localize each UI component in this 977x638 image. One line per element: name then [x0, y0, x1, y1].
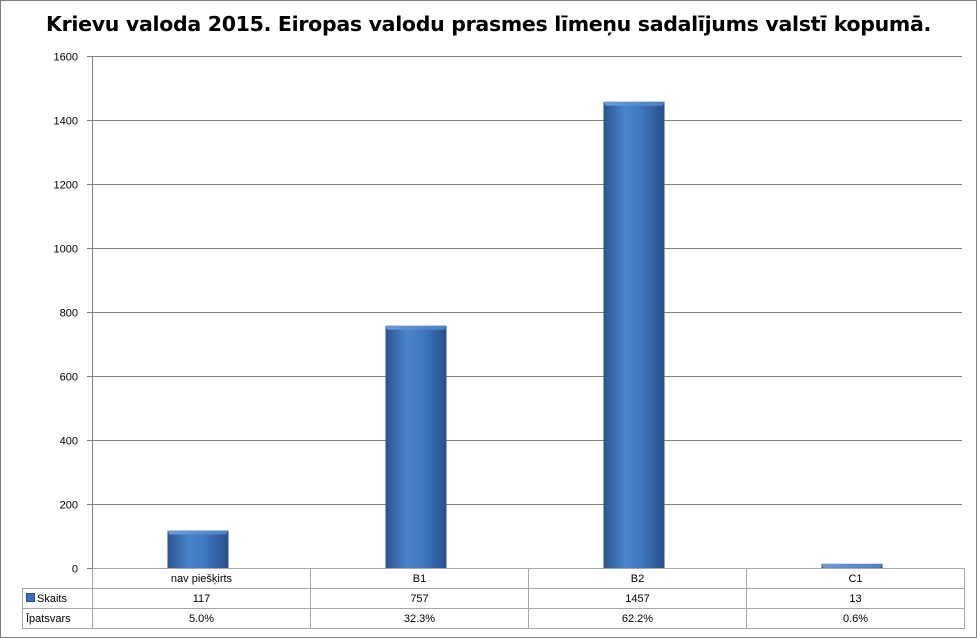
legend-entry: Skaits — [22, 588, 93, 609]
category-label: B1 — [310, 568, 529, 589]
data-label: 13 — [746, 588, 965, 609]
bar-body — [385, 325, 447, 568]
bars — [167, 101, 883, 568]
data-label: 757 — [310, 588, 529, 609]
data-label: 117 — [92, 588, 311, 609]
y-tick-label: 400 — [60, 436, 78, 448]
share-label: 5.0% — [92, 608, 311, 629]
y-tick-label: 1000 — [54, 244, 78, 256]
grid-lines — [92, 56, 962, 505]
legend-label: Skaits — [37, 592, 67, 605]
data-table: nav piešķirts B1 B2 C1 Skaits 117 757 14… — [22, 568, 965, 629]
share-label: 0.6% — [746, 608, 965, 629]
bar — [821, 563, 883, 568]
share-label: 32.3% — [310, 608, 529, 629]
y-tick-label: 1200 — [54, 180, 78, 192]
y-tick-label: 1400 — [54, 116, 78, 128]
table-corner — [22, 568, 93, 589]
data-label: 1457 — [528, 588, 747, 609]
bar — [385, 325, 447, 568]
chart-title: Krievu valoda 2015. Eiropas valodu prasm… — [45, 12, 932, 36]
y-tick-label: 1600 — [54, 52, 78, 64]
bar — [603, 101, 665, 568]
bar-top — [821, 563, 883, 568]
category-label: nav piešķirts — [92, 568, 311, 589]
bar-top — [167, 530, 229, 535]
bar-body — [167, 530, 229, 568]
category-label: C1 — [746, 568, 965, 589]
table-header-row: nav piešķirts B1 B2 C1 — [22, 568, 965, 589]
share-label: 62.2% — [528, 608, 747, 629]
category-label: B2 — [528, 568, 747, 589]
bar — [167, 530, 229, 568]
bar-top — [385, 325, 447, 330]
table-row: Īpatsvars 5.0% 32.3% 62.2% 0.6% — [22, 608, 965, 629]
y-tick-label: 200 — [60, 500, 78, 512]
bar-top — [603, 101, 665, 106]
y-tick-label: 600 — [60, 372, 78, 384]
table-row: Skaits 117 757 1457 13 — [22, 588, 965, 609]
axes — [87, 56, 93, 569]
bar-body — [603, 101, 665, 568]
row-label: Īpatsvars — [22, 608, 93, 629]
y-tick-label: 800 — [60, 308, 78, 320]
legend-key-icon — [26, 592, 35, 602]
